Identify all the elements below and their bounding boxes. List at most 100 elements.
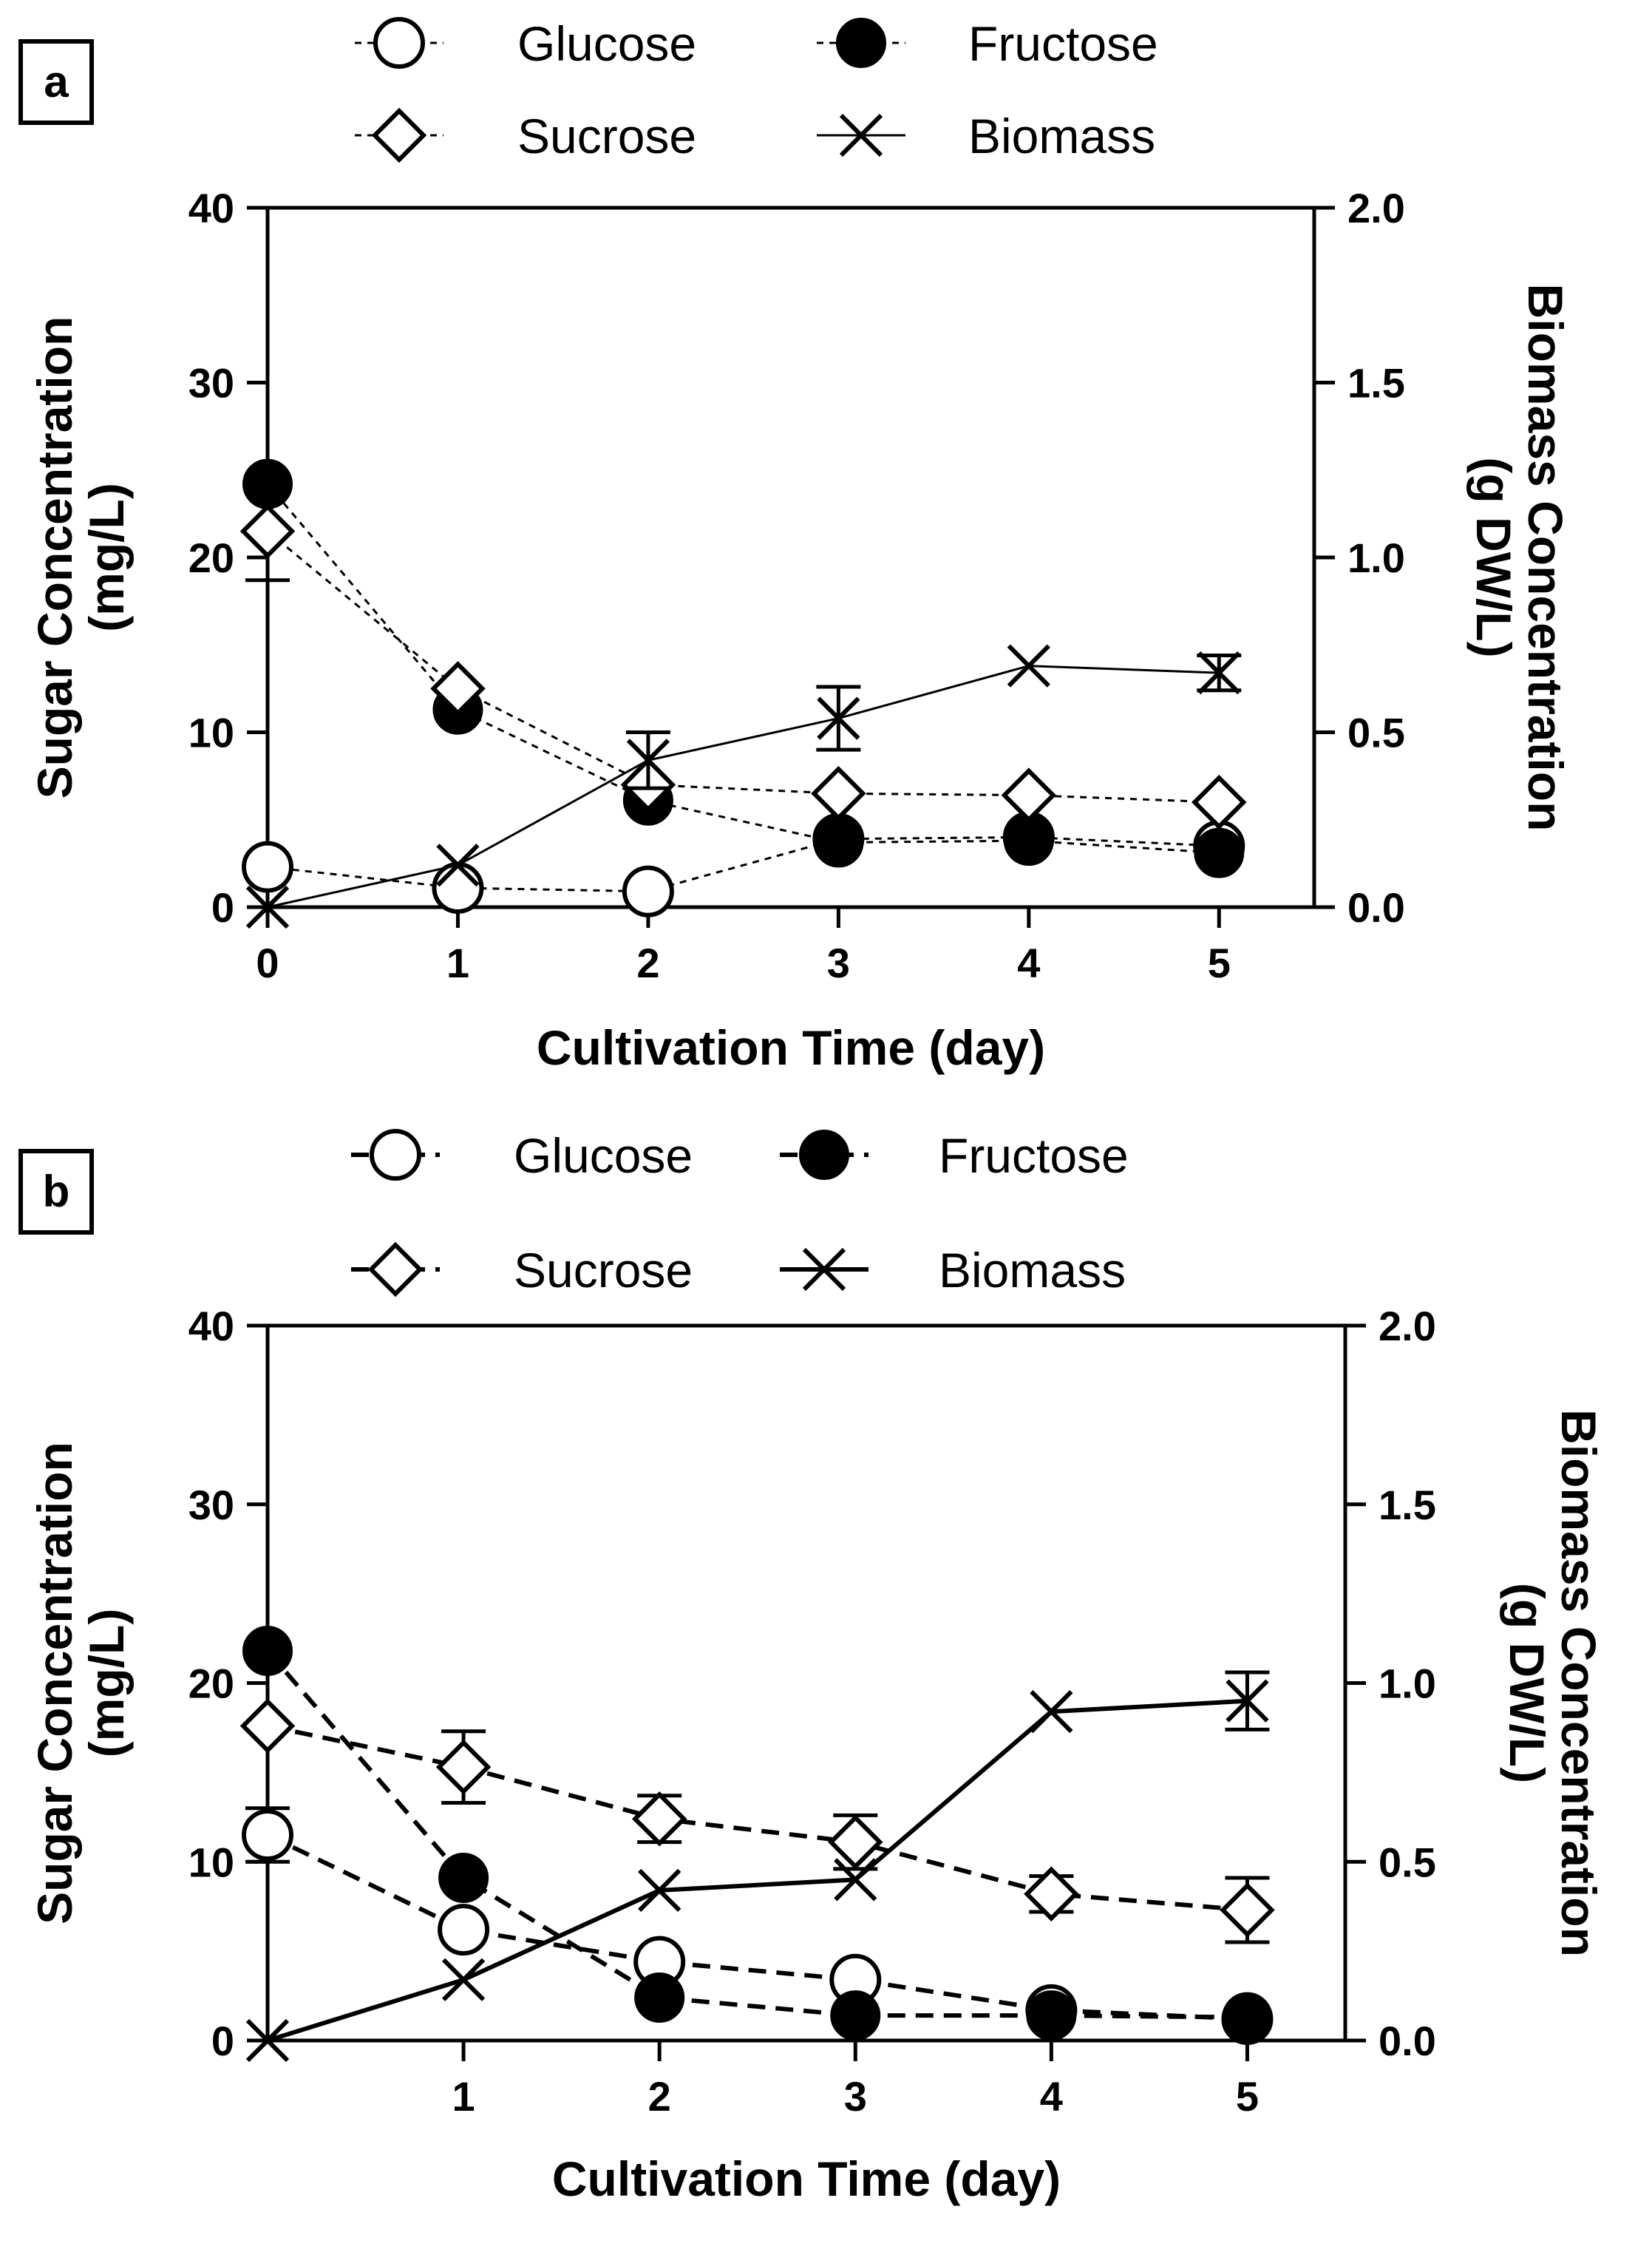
- left-y-axis-title: (mg/L): [79, 1609, 134, 1758]
- series-line-biomass: [267, 1698, 1248, 2043]
- data-point-sucrose: [1192, 774, 1247, 830]
- left-y-tick-label: 0: [211, 2018, 234, 2064]
- data-point-sucrose: [239, 503, 296, 559]
- legend-label: Glucose: [517, 16, 696, 71]
- left-y-tick-label: 10: [188, 1839, 234, 1885]
- data-point-glucose: [432, 861, 484, 914]
- x-tick-label: 0: [256, 940, 279, 986]
- data-point-sucrose: [435, 1739, 492, 1795]
- legend-marker: [367, 1241, 424, 1298]
- data-point-fructose: [438, 1853, 489, 1904]
- data-point-biomass: [1007, 644, 1050, 688]
- data-point-fructose: [1003, 815, 1054, 866]
- legend-entry-biomass: Biomass: [780, 1243, 1126, 1298]
- series-biomass: [245, 644, 1242, 929]
- series-fructose: [242, 1625, 1273, 2043]
- left-y-tick-label: 30: [188, 360, 234, 407]
- series-line-fructose: [266, 483, 1220, 855]
- data-point-sucrose: [811, 766, 866, 821]
- right-y-tick-label: 1.5: [1347, 360, 1405, 407]
- legend-marker: [836, 18, 886, 68]
- x-tick-label: 4: [1040, 2073, 1063, 2120]
- series-line-glucose: [266, 1833, 1248, 2021]
- x-tick-label: 1: [446, 940, 469, 986]
- x-tick-label: 5: [1236, 2073, 1259, 2120]
- data-point-glucose: [622, 865, 674, 917]
- data-point-glucose: [242, 841, 293, 893]
- legend-entry-glucose: Glucose: [355, 16, 696, 71]
- series-sucrose: [239, 1698, 1275, 1944]
- legend-marker: [373, 17, 425, 69]
- data-point-sucrose: [631, 1791, 687, 1847]
- data-point-biomass: [817, 696, 860, 740]
- left-y-tick-label: 30: [188, 1482, 234, 1528]
- data-point-biomass: [245, 2018, 290, 2063]
- data-point-glucose: [438, 1904, 490, 1956]
- legend-entry-sucrose: Sucrose: [351, 1241, 693, 1298]
- x-tick-label: 2: [636, 940, 659, 986]
- legend-label: Fructose: [968, 16, 1158, 71]
- data-point-fructose: [1222, 1992, 1273, 2043]
- left-y-tick-label: 20: [188, 535, 234, 581]
- data-point-sucrose: [828, 1814, 883, 1870]
- data-point-fructose: [634, 1972, 685, 2023]
- legend-label: Glucose: [514, 1128, 693, 1183]
- data-point-fructose: [242, 1625, 293, 1676]
- x-tick-label: 5: [1208, 940, 1231, 986]
- left-y-axis-title: (mg/L): [79, 483, 134, 632]
- data-point-biomass: [1197, 651, 1241, 695]
- x-tick-label: 3: [827, 940, 850, 986]
- right-y-axis-title: Biomass Concentration: [1551, 1409, 1606, 1957]
- panel-label: b: [43, 1167, 70, 1216]
- data-point-fructose: [813, 817, 864, 868]
- series-line-biomass: [267, 665, 1220, 909]
- data-point-fructose: [830, 1990, 881, 2041]
- x-tick-label: 3: [844, 2073, 867, 2120]
- legend-entry-glucose: Glucose: [351, 1128, 693, 1183]
- series-glucose: [242, 811, 1245, 917]
- series-line-sucrose: [267, 530, 1220, 804]
- right-y-axis-title: (g DW/L): [1466, 457, 1521, 657]
- data-point-biomass: [436, 844, 480, 887]
- legend-entry-sucrose: Sucrose: [355, 107, 696, 163]
- data-point-sucrose: [1220, 1882, 1275, 1938]
- data-point-biomass: [441, 1958, 486, 2001]
- legend-marker: [371, 107, 427, 163]
- data-point-sucrose: [430, 661, 486, 716]
- data-point-biomass: [638, 1868, 681, 1913]
- data-point-fructose: [1026, 1990, 1077, 2041]
- legend-marker: [799, 1130, 849, 1180]
- right-y-tick-label: 2.0: [1379, 1303, 1436, 1349]
- series-biomass: [245, 1670, 1270, 2063]
- x-tick-label: 4: [1017, 940, 1040, 986]
- left-y-tick-label: 40: [188, 185, 234, 231]
- right-y-tick-label: 0.0: [1379, 2018, 1436, 2064]
- right-y-axis-title: Biomass Concentration: [1518, 284, 1573, 832]
- series-line-fructose: [265, 1649, 1248, 2020]
- x-axis-title: Cultivation Time (day): [537, 1020, 1045, 1075]
- right-y-tick-label: 1.0: [1379, 1661, 1436, 1707]
- left-y-tick-label: 20: [188, 1661, 234, 1707]
- legend-entry-fructose: Fructose: [780, 1128, 1129, 1183]
- legend-marker: [802, 1247, 846, 1292]
- data-point-biomass: [834, 1858, 877, 1902]
- right-y-tick-label: 0.5: [1379, 1839, 1436, 1885]
- right-y-tick-label: 0.5: [1347, 710, 1405, 756]
- left-y-tick-label: 40: [188, 1303, 234, 1349]
- left-y-tick-label: 0: [211, 884, 234, 931]
- data-point-sucrose: [239, 1698, 296, 1754]
- data-point-glucose: [242, 1808, 293, 1861]
- left-y-axis-title: Sugar Concentration: [27, 316, 82, 799]
- panel-label-box: [18, 1149, 94, 1235]
- panel-label-box: [18, 39, 94, 125]
- right-y-tick-label: 1.5: [1379, 1482, 1436, 1528]
- legend-label: Fructose: [939, 1128, 1129, 1183]
- data-point-biomass: [245, 885, 290, 929]
- series-sucrose: [239, 480, 1247, 830]
- x-axis-title: Cultivation Time (day): [552, 2151, 1061, 2206]
- legend-entry-biomass: Biomass: [817, 109, 1155, 163]
- data-point-sucrose: [1024, 1866, 1079, 1922]
- panel-label: a: [44, 57, 69, 106]
- legend-label: Sucrose: [517, 109, 696, 163]
- legend-marker: [370, 1129, 421, 1181]
